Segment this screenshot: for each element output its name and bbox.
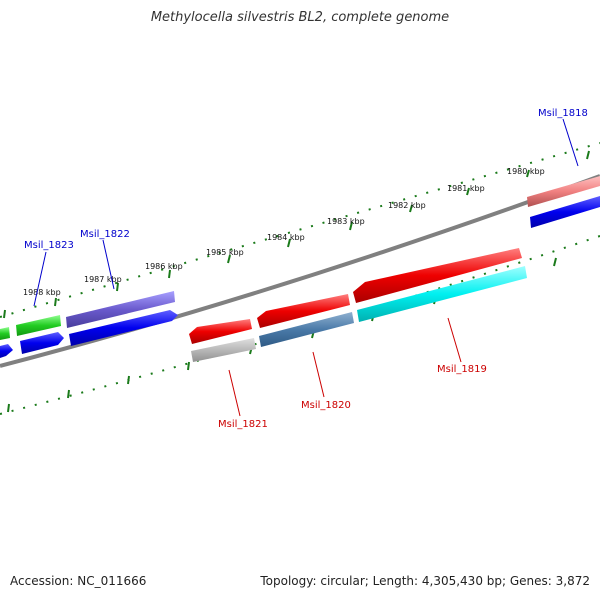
accession-text: Accession: NC_011666 bbox=[10, 574, 147, 588]
gene-steel-blue[interactable] bbox=[259, 312, 354, 347]
upper-ruler bbox=[0, 142, 600, 318]
genome-backbone bbox=[0, 174, 600, 368]
leader-msil-1821 bbox=[228, 369, 241, 417]
ruler-label: 1985 kbp bbox=[206, 248, 244, 257]
gene-track-lower bbox=[0, 196, 600, 362]
gene-msil-1821-red[interactable] bbox=[189, 319, 252, 344]
label-msil-1820[interactable]: Msil_1820 bbox=[301, 400, 351, 411]
leader-msil-1820 bbox=[312, 351, 325, 398]
leader-msil-1822 bbox=[102, 239, 115, 290]
label-msil-1823[interactable]: Msil_1823 bbox=[24, 240, 74, 251]
ruler-label: 1987 kbp bbox=[84, 275, 122, 284]
ruler-label: 1982 kbp bbox=[388, 201, 426, 210]
gene-msil-1819[interactable] bbox=[353, 248, 522, 303]
ruler-label: 1983 kbp bbox=[327, 217, 365, 226]
lower-ruler bbox=[0, 235, 600, 415]
gene-right-blue[interactable] bbox=[530, 196, 600, 228]
upper-ruler-major-ticks bbox=[3, 150, 590, 319]
map-title: Methylocella silvestris BL2, complete ge… bbox=[150, 10, 450, 25]
gene-msil-1823[interactable] bbox=[16, 315, 61, 336]
ruler-label: 1986 kbp bbox=[145, 262, 183, 271]
label-msil-1819[interactable]: Msil_1819 bbox=[437, 364, 487, 375]
gene-gray[interactable] bbox=[191, 338, 256, 362]
gene-blue-short[interactable] bbox=[20, 332, 64, 354]
gene-labels: Msil_1818 Msil_1822 Msil_1823 Msil_1819 … bbox=[24, 108, 588, 430]
gene-left-blue[interactable] bbox=[0, 344, 13, 358]
label-msil-1822[interactable]: Msil_1822 bbox=[80, 229, 130, 240]
gene-msil-1818[interactable] bbox=[527, 176, 600, 207]
topology-text: Topology: circular; Length: 4,305,430 bp… bbox=[260, 574, 590, 588]
leader-msil-1823 bbox=[33, 251, 47, 307]
label-msil-1818[interactable]: Msil_1818 bbox=[538, 108, 588, 119]
gene-left-green[interactable] bbox=[0, 327, 10, 340]
leader-msil-1819 bbox=[447, 317, 462, 363]
leader-msil-1818 bbox=[562, 118, 579, 167]
gene-msil-1820-red[interactable] bbox=[257, 294, 350, 328]
ruler-label: 1988 kbp bbox=[23, 288, 61, 297]
ruler-label: 1984 kbp bbox=[267, 233, 305, 242]
gene-track-upper bbox=[0, 176, 600, 344]
ruler-labels: 1980 kbp 1981 kbp 1982 kbp 1983 kbp 1984… bbox=[23, 167, 545, 297]
label-leaders bbox=[33, 118, 579, 417]
gene-cyan[interactable] bbox=[357, 266, 527, 322]
label-msil-1821[interactable]: Msil_1821 bbox=[218, 419, 268, 430]
gene-blue-long[interactable] bbox=[69, 310, 178, 346]
gene-msil-1822[interactable] bbox=[66, 291, 175, 328]
ruler-label: 1980 kbp bbox=[507, 167, 545, 176]
ruler-label: 1981 kbp bbox=[447, 184, 485, 193]
